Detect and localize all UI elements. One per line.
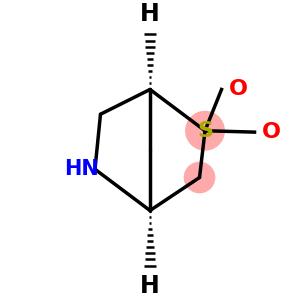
Circle shape [184,162,214,193]
Text: H: H [140,2,160,26]
Text: O: O [261,122,280,142]
Circle shape [186,112,224,150]
Text: S: S [197,121,213,141]
Text: H: H [140,274,160,298]
Text: O: O [228,80,248,100]
Text: HN: HN [64,159,99,179]
